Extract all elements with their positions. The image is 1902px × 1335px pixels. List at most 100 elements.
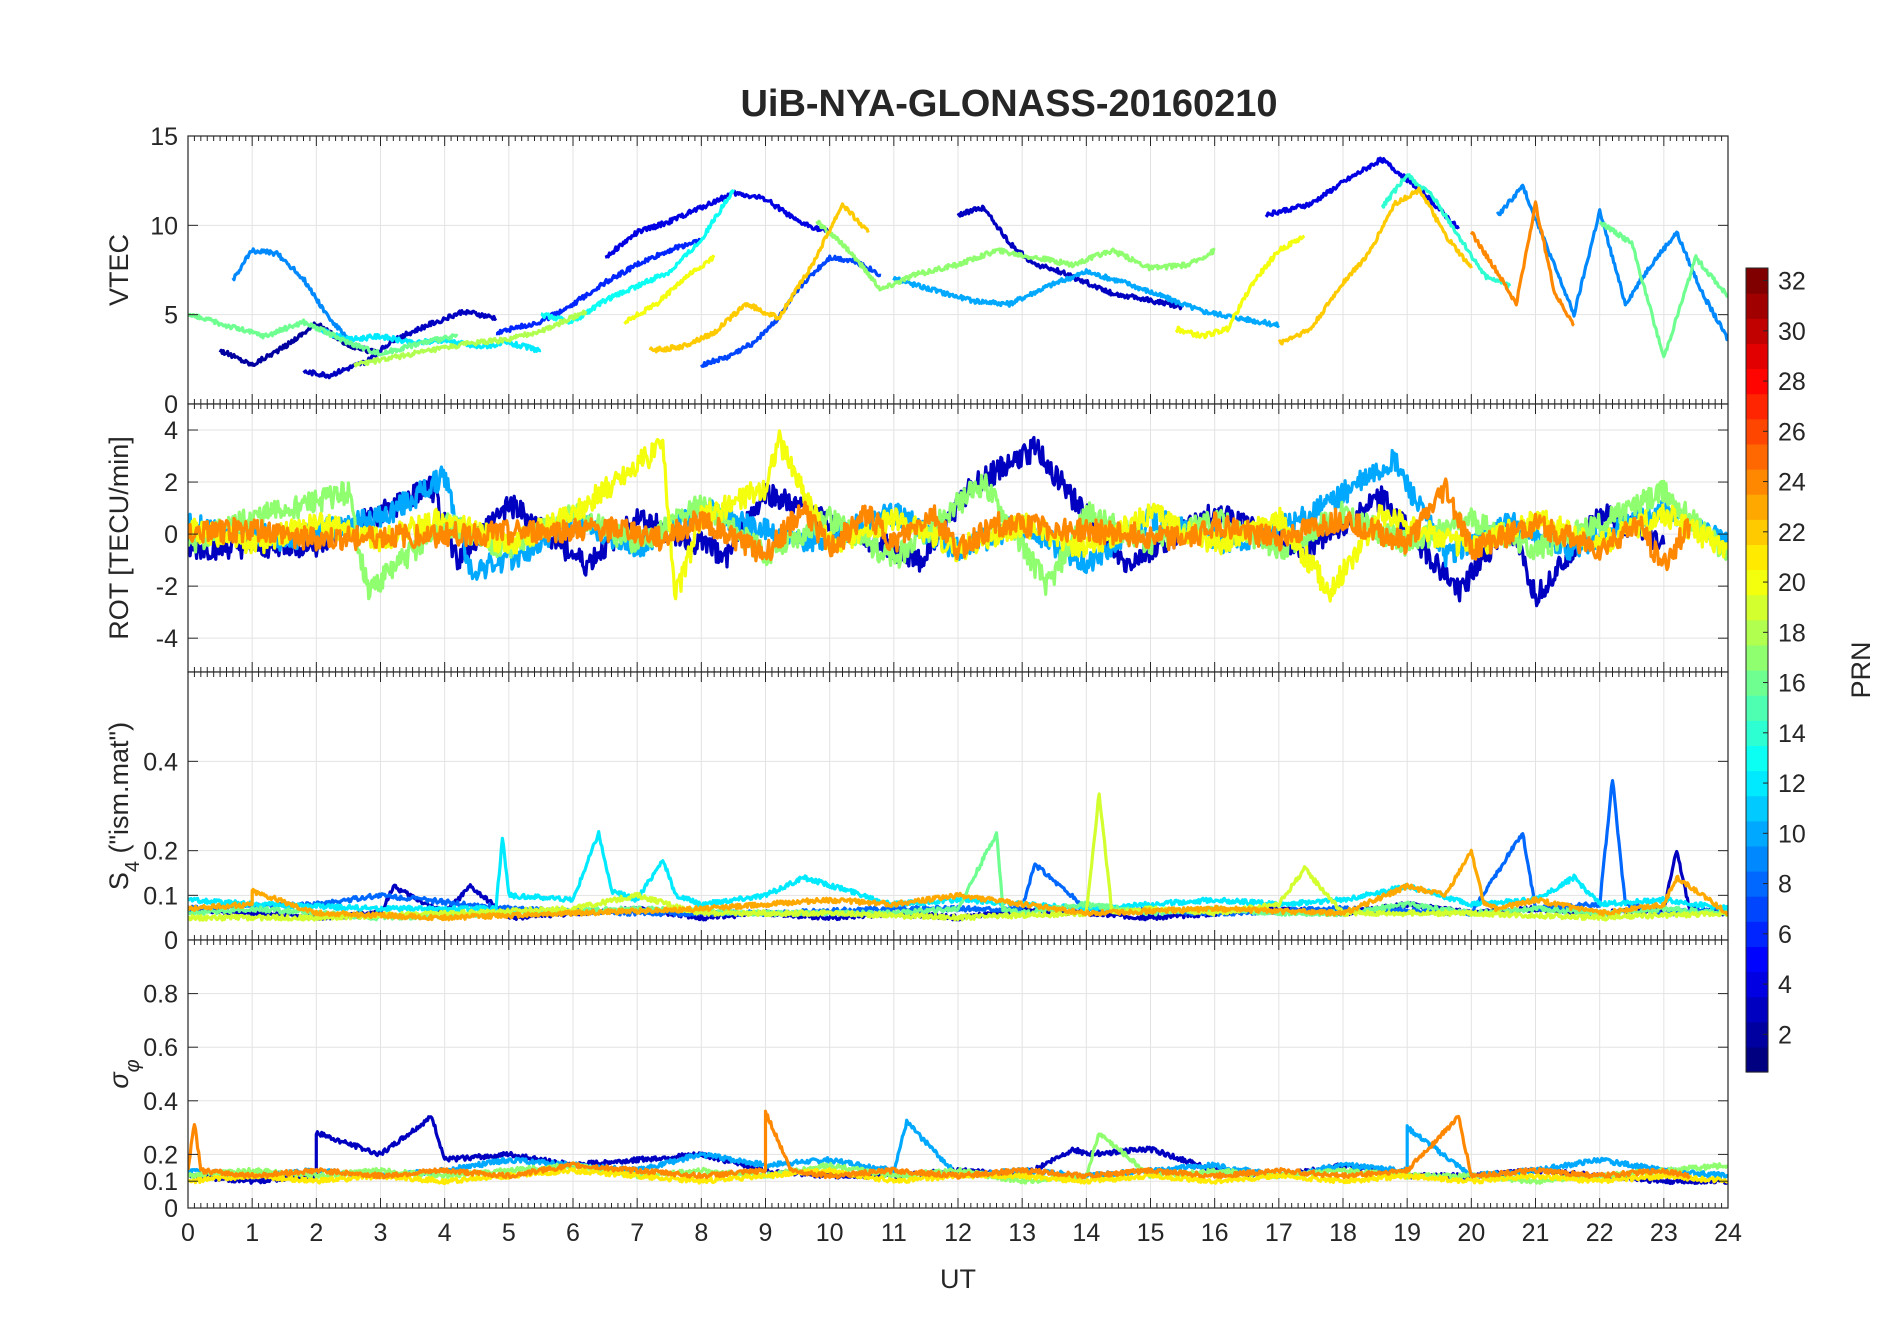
colorbar-segment [1746,644,1768,671]
colorbar-segment [1746,368,1768,395]
x-tick-label: 20 [1457,1219,1485,1247]
y-tick-label: 0.6 [143,1034,178,1062]
panel-s4: 0 0.1 0.2 0.4S4 ("ism.mat") [104,671,1729,955]
colorbar-segment [1746,594,1768,621]
series-line-sigma_phi-prn-24 [188,1109,1691,1180]
colorbar-segment [1746,795,1768,822]
y-axis-label-vtec: VTEC [104,234,134,306]
colorbar-segment [1746,921,1768,947]
y-tick-label: 0.1 [143,882,178,910]
colorbar-segment [1746,544,1768,571]
colorbar-tick-label: 22 [1778,519,1806,547]
colorbar-frame [1745,267,1769,1073]
series-line-vtec-prn-22 [648,202,870,354]
panel-series [188,429,1728,608]
y-tick-label: 0.8 [143,981,178,1009]
colorbar-segment [1746,418,1768,445]
colorbar-tick-label: 8 [1778,871,1792,899]
series-line-vtec-prn-20 [623,254,716,326]
colorbar-tick-label: 12 [1778,770,1806,798]
x-tick-label: 13 [1008,1219,1036,1247]
series-line-s4-prn-12 [188,829,1728,913]
colorbar-segment [1746,670,1768,696]
colorbar-tick-label: 2 [1778,1021,1792,1049]
y-tick-label: 0 [164,1195,178,1223]
x-tick-label: 22 [1586,1219,1614,1247]
y-tick-label: -4 [156,625,178,653]
colorbar-segment [1746,393,1768,420]
colorbar-segment [1746,619,1768,646]
x-tick-label: 4 [438,1219,452,1247]
colorbar-segment [1746,569,1768,596]
x-tick-label: 6 [566,1219,580,1247]
colorbar-label: PRN [1846,641,1876,698]
colorbar-segment [1746,946,1768,973]
series-line-rot-prn-17 [188,473,1728,601]
chart-title: UiB-NYA-GLONASS-20160210 [740,83,1277,125]
series-line-vtec-prn-18 [353,309,588,368]
y-tick-label: 0.2 [143,1141,178,1169]
colorbar-tick-label: 18 [1778,619,1806,647]
panel-rot: -4 -2 0 2 4 ROT [TECU/min] [104,403,1729,673]
x-tick-label: 24 [1714,1219,1742,1247]
series-line-vtec-prn-4 [604,189,832,259]
colorbar-segment [1746,745,1768,772]
series-line-vtec-prn-4b [1264,156,1460,230]
y-tick-label: 0.1 [143,1168,178,1196]
x-tick-label: 21 [1522,1219,1550,1247]
series-line-vtec-prn-16b [1598,220,1728,359]
y-tick-label: 0 [164,927,178,955]
y-tick-label: 5 [164,302,178,330]
x-tick-label: 16 [1201,1219,1229,1247]
x-tick-label: 7 [630,1219,644,1247]
x-tick-label: 2 [309,1219,323,1247]
x-tick-label: 9 [759,1219,773,1247]
series-line-vtec-prn-9b [1495,183,1728,342]
colorbar-segment [1746,494,1768,520]
y-axis-label-rot: ROT [TECU/min] [104,436,134,640]
panel-series [188,1109,1728,1186]
colorbar-segment [1746,996,1768,1023]
colorbar-segment [1746,896,1768,922]
x-tick-label: 11 [881,1219,907,1247]
colorbar-segment [1746,343,1768,370]
colorbar-tick-label: 20 [1778,569,1806,597]
y-tick-label: 4 [164,417,178,445]
colorbar-segment [1746,519,1768,545]
colorbar-segment [1746,318,1768,344]
colorbar-segment [1746,720,1768,746]
colorbar-tick-label: 24 [1778,469,1806,497]
panel-series [188,778,1728,922]
y-axis-label-s4: S4 ("ism.mat") [104,722,144,890]
colorbar-segment [1746,293,1768,319]
x-tick-label: 14 [1072,1219,1100,1247]
series-line-vtec-prn-20b [1174,234,1306,340]
colorbar-tick-label: 6 [1778,921,1792,949]
colorbar-segment [1746,1021,1768,1048]
series-line-vtec-prn-16 [188,312,459,357]
colorbar-segment [1746,1046,1768,1073]
x-tick-label: 0 [181,1219,195,1247]
colorbar-tick-label: 32 [1778,268,1806,296]
x-tick-label: 19 [1393,1219,1421,1247]
colorbar-segment [1746,695,1768,721]
series-line-vtec-prn-17 [815,219,1216,292]
x-tick-label: 15 [1137,1219,1165,1247]
colorbar-segment [1746,971,1768,998]
colorbar-segment [1746,443,1768,470]
y-axis-label-sigma_phi: σφ [104,1059,144,1088]
y-tick-label: 2 [164,469,178,497]
x-tick-label: 18 [1329,1219,1357,1247]
colorbar-tick-label: 10 [1778,820,1806,848]
series-line-vtec-prn-22b [1277,186,1473,346]
series-line-s4-prn-23 [188,848,1728,922]
series-line-vtec-prn-24 [1469,200,1575,327]
x-axis-label: UT [940,1264,976,1294]
y-tick-label: 0 [164,521,178,549]
colorbar-tick-label: 14 [1778,720,1806,748]
colorbar-tick-label: 4 [1778,971,1792,999]
colorbar-segment [1746,820,1768,847]
series-line-rot-prn-24 [188,477,1692,572]
